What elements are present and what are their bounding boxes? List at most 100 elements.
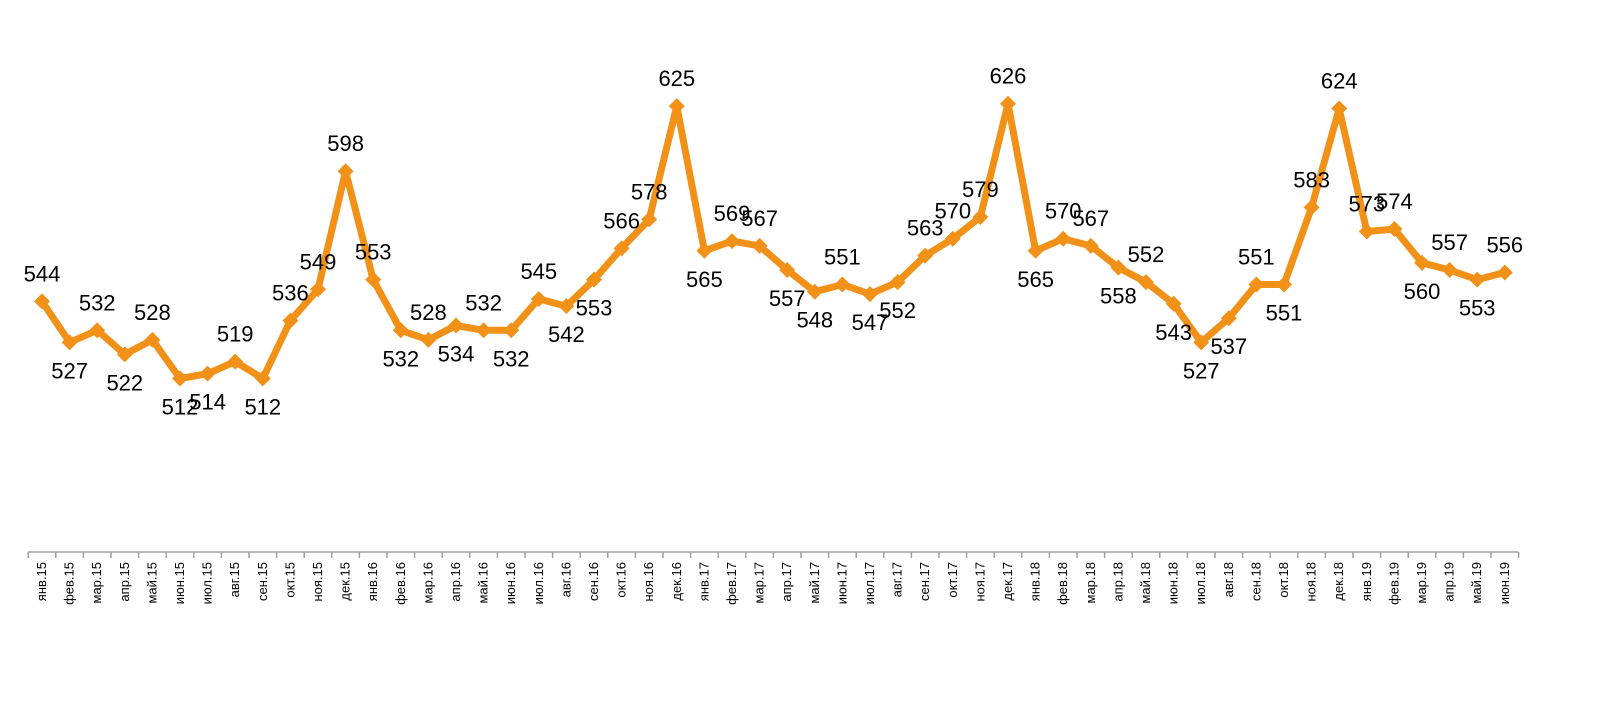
data-point-marker [254,370,271,387]
data-point-marker [862,286,878,303]
x-tick-label: июн.16 [503,562,518,604]
data-point-marker [1220,310,1237,327]
data-label: 624 [1321,69,1358,94]
data-label: 519 [217,322,254,347]
data-label: 557 [769,286,806,311]
x-tick-label: сен.17 [917,562,932,601]
data-label: 570 [1045,199,1082,224]
x-tick-label: июл.17 [862,562,877,604]
x-tick-label: мар.18 [1083,562,1098,603]
data-point-marker [889,274,906,291]
data-label: 578 [631,179,668,204]
data-label: 514 [189,390,226,415]
x-tick-label: июн.18 [1166,562,1181,604]
data-point-marker [89,322,106,339]
data-label: 626 [990,64,1027,89]
data-point-marker [1193,334,1210,351]
data-point-marker [917,247,934,264]
x-tick-label: мар.17 [752,562,767,603]
data-label: 553 [1459,296,1496,321]
data-label: 625 [658,66,695,91]
data-label: 557 [1431,230,1468,255]
data-label: 598 [327,131,364,156]
data-point-marker [172,370,188,387]
data-label: 579 [962,177,999,202]
x-tick-labels: янв.15 фев.15 мар.15 апр.15 май.15 июн.15 июл.… [34,562,1512,605]
data-label: 536 [272,281,309,306]
data-point-marker [392,322,409,339]
data-point-marker [227,353,244,370]
x-tick-label: дек.17 [1000,562,1015,601]
x-tick-label: мар.15 [89,562,104,603]
x-tick-label: окт.15 [282,562,297,598]
data-label: 543 [1155,320,1192,345]
x-tick-label: дек.16 [669,562,684,601]
data-label: 563 [907,216,944,241]
x-tick-label: июл.18 [1193,562,1208,604]
data-label: 544 [24,261,61,286]
data-point-marker [558,298,575,315]
x-tick-label: фев.15 [62,562,77,605]
x-tick-label: май.16 [476,562,491,604]
data-point-marker [806,283,823,300]
x-tick-label: окт.18 [1276,562,1291,598]
data-point-marker [116,346,133,363]
data-point-marker [779,262,796,279]
data-label: 527 [1183,358,1220,383]
x-tick-label: окт.17 [945,562,960,598]
data-point-marker [1000,95,1016,112]
x-tick-label: июн.17 [834,562,849,604]
x-tick-label: апр.15 [117,562,132,602]
data-point-marker [420,331,437,348]
data-label: 567 [741,206,778,231]
x-tick-label: ноя.18 [1304,562,1319,602]
x-tick-label: апр.18 [1110,562,1125,602]
x-tick-label: янв.15 [34,562,49,601]
x-tick-label: дек.18 [1331,562,1346,601]
x-tick-label: ноя.16 [641,562,656,602]
data-label: 545 [520,259,557,284]
data-point-marker [1414,254,1430,271]
data-label: 537 [1210,334,1247,359]
data-labels: 5445275325225285125145195125365495985535… [24,64,1524,420]
x-axis [27,551,1520,558]
data-label: 534 [438,341,475,366]
x-tick-label: ноя.17 [972,562,987,602]
x-tick-label: авг.16 [558,562,573,597]
x-tick-label: сен.18 [1248,562,1263,601]
data-label: 551 [824,244,861,269]
x-tick-label: авг.18 [1221,562,1236,597]
data-point-marker [61,334,78,351]
data-point-marker [944,230,961,247]
data-label: 528 [410,300,447,325]
data-label: 532 [382,346,419,371]
data-point-marker [751,237,768,254]
x-tick-label: янв.16 [365,562,380,601]
series-line [38,100,1509,382]
data-label: 560 [1404,279,1441,304]
data-point-marker [282,312,299,329]
x-tick-label: май.18 [1138,562,1153,604]
data-label: 552 [1128,242,1165,267]
data-label: 532 [79,290,116,315]
x-tick-label: янв.19 [1359,562,1374,601]
data-point-marker [1082,237,1099,254]
data-point-marker [1248,276,1265,293]
x-tick-label: апр.19 [1442,562,1457,602]
data-point-marker [1386,221,1403,238]
data-point-marker [641,211,658,228]
data-point-marker [696,242,713,259]
data-point-marker [337,163,354,180]
x-tick-label: авг.15 [227,562,242,597]
data-point-marker [1496,264,1513,281]
data-label: 552 [879,298,916,323]
data-label: 549 [300,249,337,274]
data-point-marker [199,365,216,382]
data-label: 522 [106,370,143,395]
data-point-marker [503,322,520,339]
data-point-marker [475,322,492,339]
data-point-marker [1441,262,1458,279]
data-point-marker [586,271,602,288]
data-label: 512 [162,394,199,419]
